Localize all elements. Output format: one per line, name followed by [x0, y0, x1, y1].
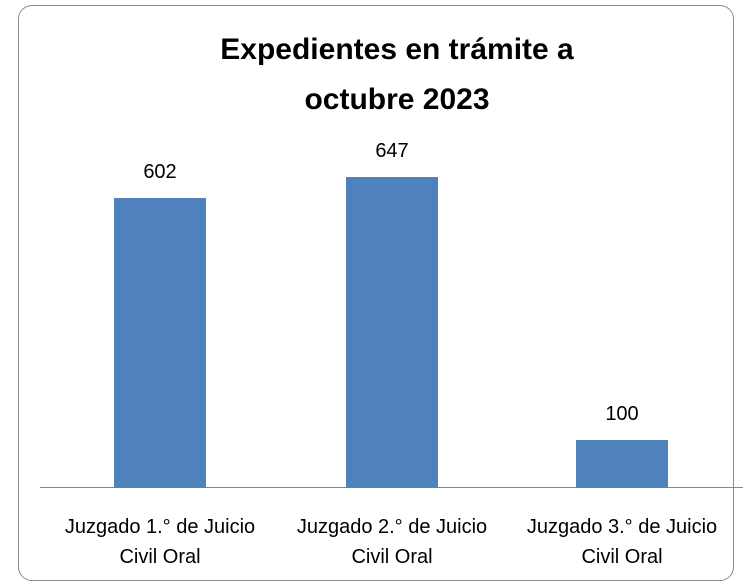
bar — [346, 176, 438, 488]
data-label: 100 — [605, 402, 639, 425]
bar — [576, 439, 668, 488]
x-tick-label: Juzgado 2.° de Juicio Civil Oral — [296, 516, 488, 568]
x-tick-label: Juzgado 3.° de Juicio Civil Oral — [526, 516, 718, 568]
chart-title: Expedientes en trámite a octubre 2023 — [220, 33, 574, 116]
data-label: 647 — [375, 139, 409, 162]
data-label: 602 — [143, 161, 177, 184]
chart-frame — [18, 5, 734, 581]
bar — [114, 198, 206, 488]
x-tick-label: Juzgado 1.° de Juicio Civil Oral — [64, 516, 256, 568]
